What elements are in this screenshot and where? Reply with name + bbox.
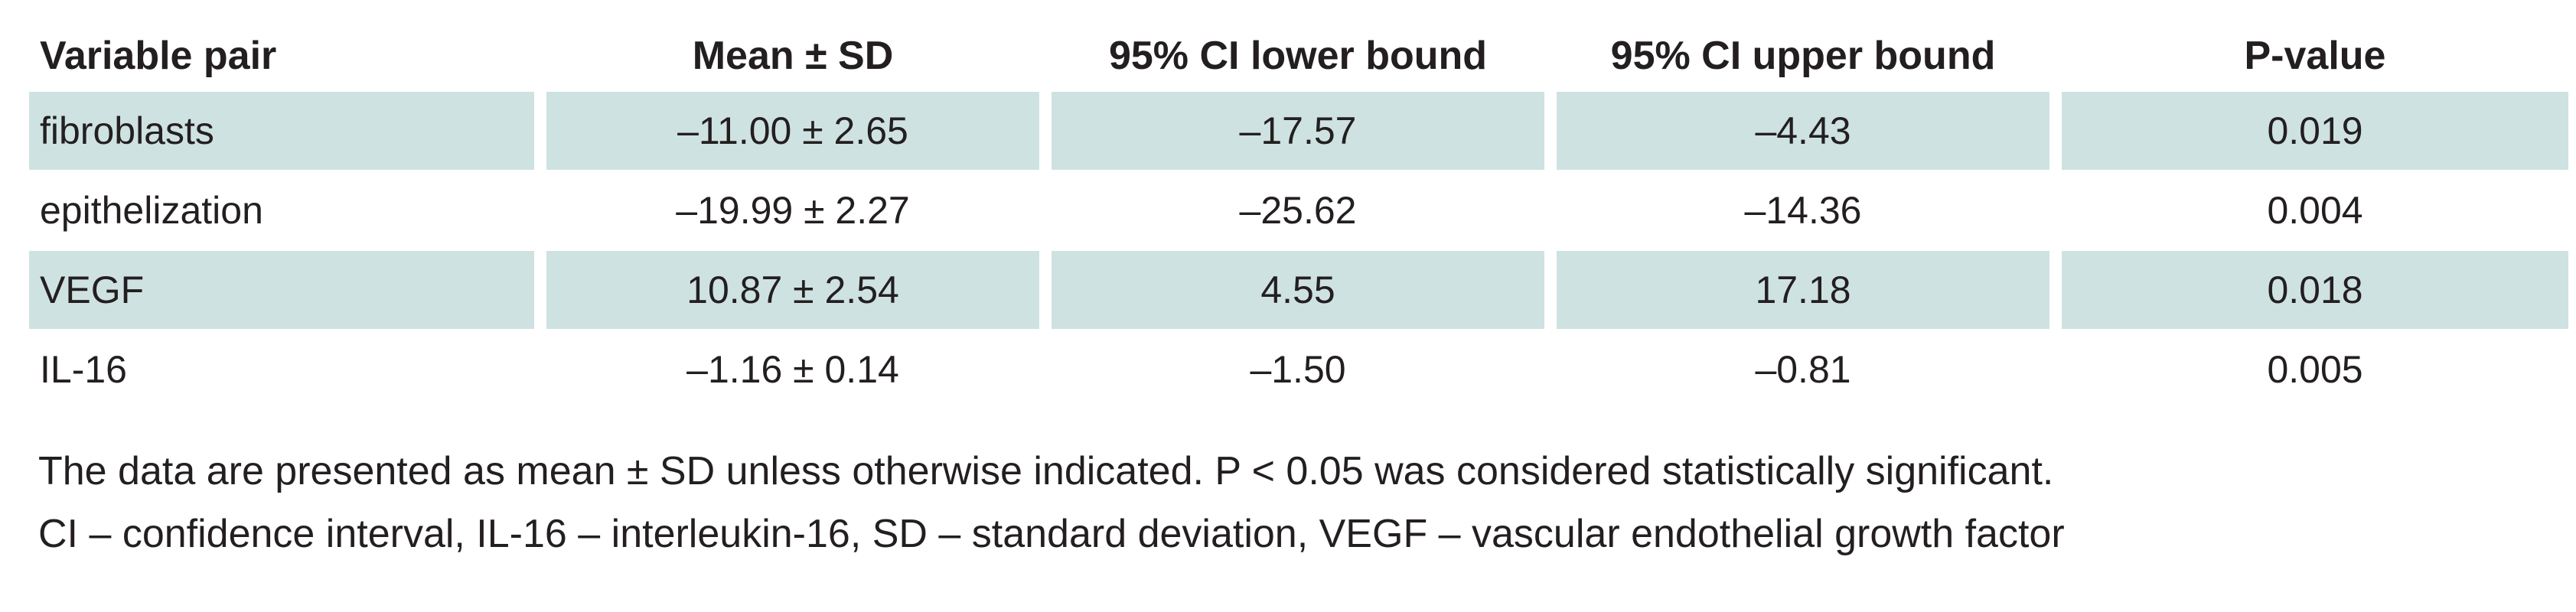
cell-ci-lower: –17.57 bbox=[1052, 92, 1544, 170]
table-row: fibroblasts –11.00 ± 2.65 –17.57 –4.43 0… bbox=[29, 92, 2571, 170]
cell-variable: VEGF bbox=[29, 251, 534, 329]
cell-mean-sd: 10.87 ± 2.54 bbox=[546, 251, 1039, 329]
header-mean-sd: Mean ± SD bbox=[692, 34, 894, 78]
cell-p-value: 0.019 bbox=[2062, 92, 2568, 170]
cell-variable: fibroblasts bbox=[29, 92, 534, 170]
cell-ci-upper: –0.81 bbox=[1755, 348, 1851, 391]
table-header-row: Variable pair Mean ± SD 95% CI lower bou… bbox=[29, 20, 2571, 92]
cell-ci-lower: 4.55 bbox=[1052, 251, 1544, 329]
cell-ci-lower: –1.50 bbox=[1250, 348, 1346, 391]
cell-p-value: 0.005 bbox=[2267, 348, 2363, 391]
table-row: epithelization –19.99 ± 2.27 –25.62 –14.… bbox=[29, 171, 2571, 249]
cell-variable: epithelization bbox=[40, 189, 263, 232]
cell-p-value: 0.004 bbox=[2267, 189, 2363, 232]
table-row: VEGF 10.87 ± 2.54 4.55 17.18 0.018 bbox=[29, 251, 2571, 329]
header-variable-pair: Variable pair bbox=[40, 34, 277, 78]
footnote-significance: The data are presented as mean ± SD unle… bbox=[38, 449, 2054, 493]
cell-p-value: 0.018 bbox=[2062, 251, 2568, 329]
cell-ci-upper: 17.18 bbox=[1557, 251, 2049, 329]
cell-ci-upper: –4.43 bbox=[1557, 92, 2049, 170]
cell-mean-sd: –1.16 ± 0.14 bbox=[686, 348, 899, 391]
header-p-value: P-value bbox=[2244, 34, 2386, 78]
cell-ci-upper: –14.36 bbox=[1744, 189, 1862, 232]
footnote-abbreviations: CI – confidence interval, IL-16 – interl… bbox=[38, 512, 2065, 556]
table-row: IL-16 –1.16 ± 0.14 –1.50 –0.81 0.005 bbox=[29, 330, 2571, 409]
cell-mean-sd: –19.99 ± 2.27 bbox=[676, 189, 910, 232]
cell-mean-sd: –11.00 ± 2.65 bbox=[546, 92, 1039, 170]
cell-ci-lower: –25.62 bbox=[1239, 189, 1357, 232]
header-ci-upper: 95% CI upper bound bbox=[1610, 34, 1996, 78]
header-ci-lower: 95% CI lower bound bbox=[1108, 34, 1488, 78]
table-footnotes: The data are presented as mean ± SD unle… bbox=[38, 440, 2548, 565]
cell-variable: IL-16 bbox=[40, 348, 127, 391]
results-table: Variable pair Mean ± SD 95% CI lower bou… bbox=[29, 20, 2571, 410]
